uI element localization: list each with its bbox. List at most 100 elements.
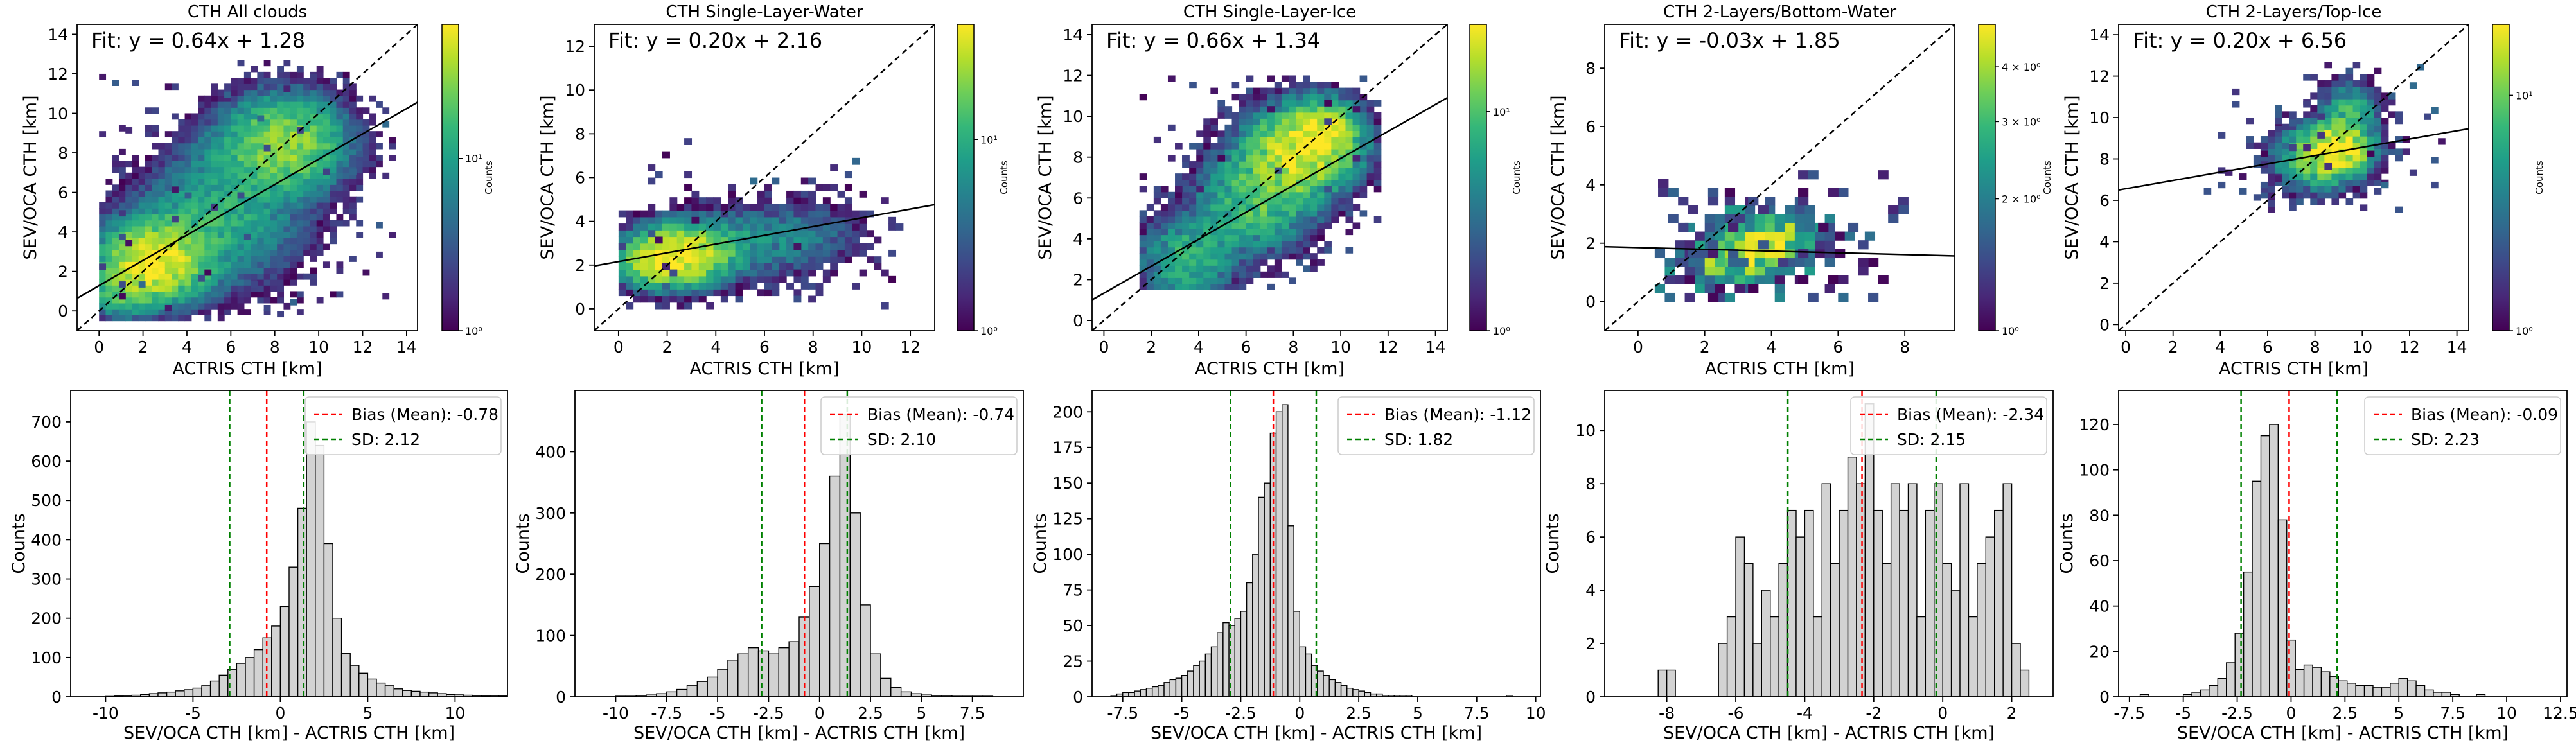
heatmap-cell [145,161,152,168]
heatmap-cell [1274,130,1282,137]
heatmap-cell [618,283,626,290]
heatmap-cell [800,269,809,277]
heatmap-cell [2374,179,2382,186]
heatmap-cell [184,214,192,221]
x-tick-label: 2 [138,338,148,356]
heatmap-cell [263,101,271,108]
heatmap-cell [1160,222,1169,229]
heatmap-cell [257,297,265,304]
histogram-bar [1352,689,1359,697]
heatmap-cell [145,179,152,185]
heatmap-cell [2289,179,2297,186]
heatmap-cell [648,223,656,231]
heatmap-cell [290,214,297,221]
heatmap-cell [132,179,139,185]
heatmap-cell [1774,284,1785,293]
heatmap-cell [1267,106,1275,113]
y-tick-label: 4 [58,223,68,241]
heatmap-cell [217,179,225,185]
heatmap-cell [2367,80,2375,87]
heatmap-cell [844,204,852,211]
heatmap-cell [184,309,192,315]
heatmap-cell [172,285,179,292]
x-tick-label: 4 [1194,338,1204,356]
heatmap-cell [231,220,238,227]
heatmap-cell [204,309,212,315]
heatmap-cell [2388,111,2396,118]
heatmap-cell [303,243,311,250]
x-tick-label: 4 [710,338,721,356]
heatmap-cell [1167,222,1176,229]
heatmap-cell [2253,161,2261,168]
heatmap-cell [837,243,845,250]
heatmap-cell [1774,222,1785,232]
heatmap-cell [164,273,172,280]
heatmap-cell [1724,188,1736,197]
heatmap-cell [237,107,245,114]
heatmap-cell [356,172,364,179]
heatmap-cell [125,196,133,203]
heatmap-cell [257,279,265,286]
heatmap-cell [779,236,787,244]
identity-line [1092,24,1447,331]
heatmap-cell [2381,181,2389,189]
heatmap-cell [626,236,634,244]
colorbar-tick-label: 10¹ [1493,106,1510,118]
heatmap-cell [376,143,383,150]
heatmap-cell [2395,206,2403,213]
heatmap-cell [1224,241,1233,248]
heatmap-cell [231,261,238,268]
heatmap-cell [237,113,245,120]
heatmap-cell [830,263,838,270]
heatmap-cell [290,78,297,84]
heatmap-cell [713,230,721,238]
heatmap-cell [349,101,357,108]
heatmap-cell [243,119,251,126]
heatmap-cell [1231,136,1240,144]
heatmap-cell [1288,124,1296,131]
heatmap-cell [231,155,238,161]
heatmap-cell [2352,192,2361,199]
heatmap-cell [211,302,218,310]
heatmap-cell [376,251,383,258]
heatmap-cell [283,172,291,179]
heatmap-cell [145,184,152,191]
heatmap-cell [316,143,324,150]
heatmap-cell [118,184,126,191]
heatmap-cell [217,273,225,280]
heatmap-cell [2303,111,2311,118]
heatmap-cell [2232,88,2240,96]
heatmap-cell [322,172,330,179]
y-tick-label: 6 [575,169,585,188]
heatmap-cell [1785,205,1795,214]
histogram-bar [1222,622,1230,697]
heatmap-cell [1224,130,1233,137]
heatmap-cell [1754,222,1765,232]
heatmap-cell [1303,191,1310,198]
histogram-bar [1907,483,1918,697]
heatmap-cell [698,263,707,270]
heatmap-cell [2331,161,2340,168]
heatmap-cell [1196,229,1204,236]
heatmap-cell [2289,167,2297,174]
heatmap-cell [676,230,685,238]
heatmap-cell [296,208,304,215]
heatmap-cell [204,208,212,215]
heatmap-cell [290,267,297,274]
heatmap-cell [310,137,317,144]
heatmap-cell [1373,143,1382,150]
heatmap-cell [191,302,198,310]
heatmap-cell [1175,234,1183,241]
heatmap-cell [2310,105,2318,112]
heatmap-cell [369,95,376,102]
heatmap-cell [1366,173,1375,180]
heatmap-cell [1167,271,1176,278]
heatmap-cell [2275,136,2282,143]
heatmap-cell [2317,161,2325,168]
histogram-bar [2011,643,2021,697]
histogram-bar [737,653,749,697]
heatmap-cell [655,256,663,263]
heatmap-cell [698,223,707,231]
heatmap-cell [2381,167,2389,174]
heatmap-cell [1231,277,1240,284]
